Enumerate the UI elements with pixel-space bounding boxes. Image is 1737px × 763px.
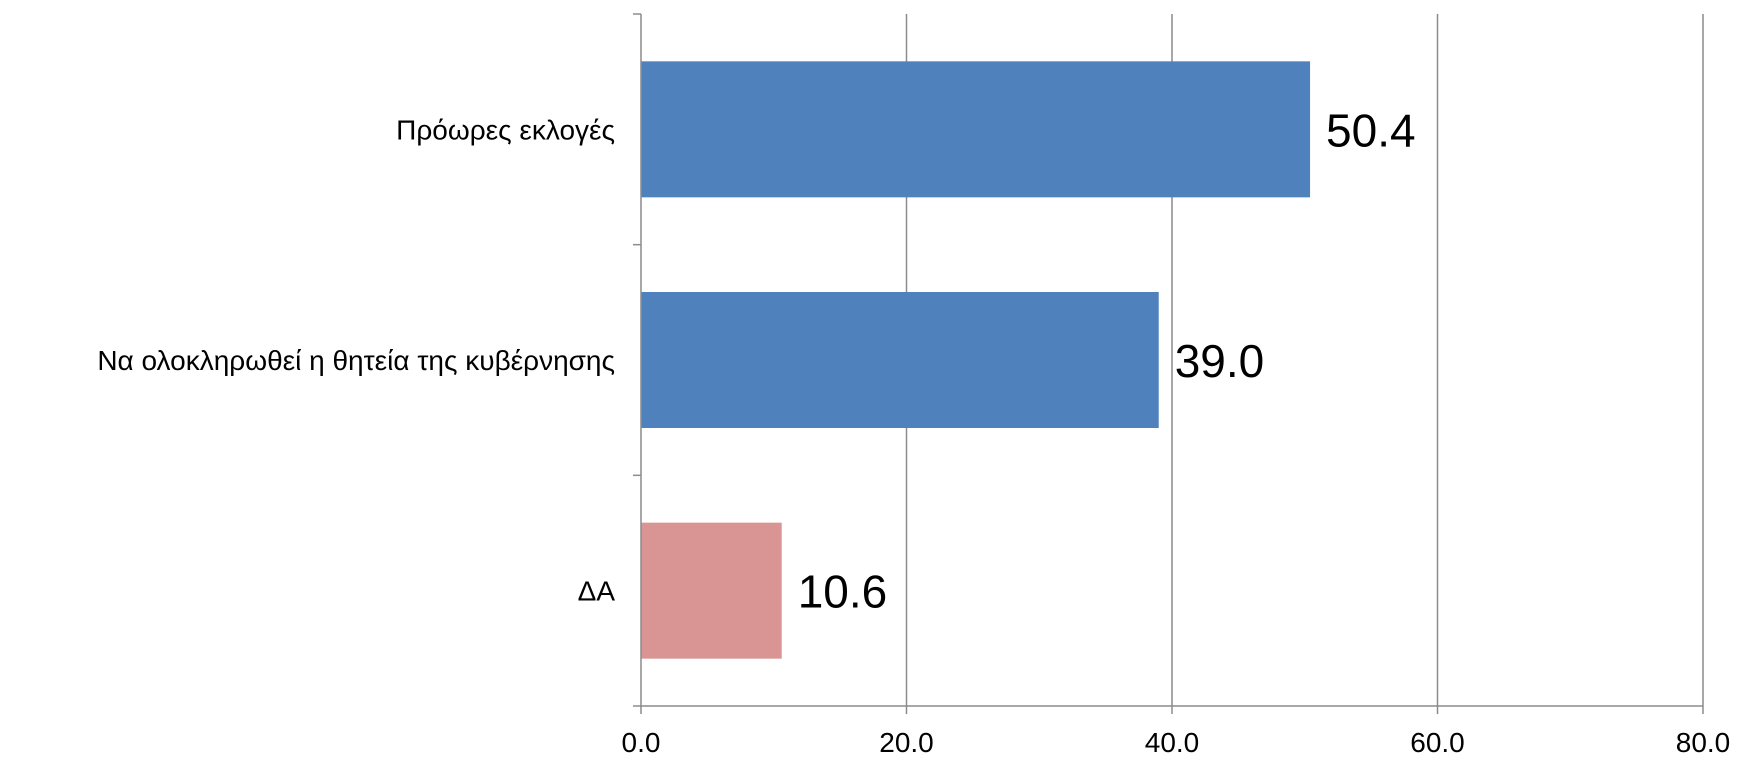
x-tick-label-0: 0.0: [622, 727, 661, 758]
x-tick-label-1: 20.0: [879, 727, 934, 758]
data-label-1: 39.0: [1175, 335, 1265, 387]
category-label-2: ΔΑ: [578, 576, 616, 607]
bars: [641, 61, 1311, 659]
data-label-2: 10.6: [798, 566, 888, 618]
category-label-1: Να ολοκληρωθεί η θητεία της κυβέρνησης: [97, 345, 615, 376]
bar-1: [641, 292, 1159, 428]
bar-2: [641, 522, 782, 659]
bar-0: [641, 61, 1311, 198]
data-label-0: 50.4: [1326, 104, 1416, 156]
category-label-0: Πρόωρες εκλογές: [396, 114, 615, 145]
axes: [633, 13, 1704, 714]
x-tick-label-4: 80.0: [1676, 727, 1731, 758]
x-tick-label-2: 40.0: [1145, 727, 1200, 758]
labels: 0.0 20.0 40.0 60.0 80.0 Πρόωρες εκλογές Να ολο…: [97, 104, 1730, 758]
x-tick-label-3: 60.0: [1410, 727, 1465, 758]
